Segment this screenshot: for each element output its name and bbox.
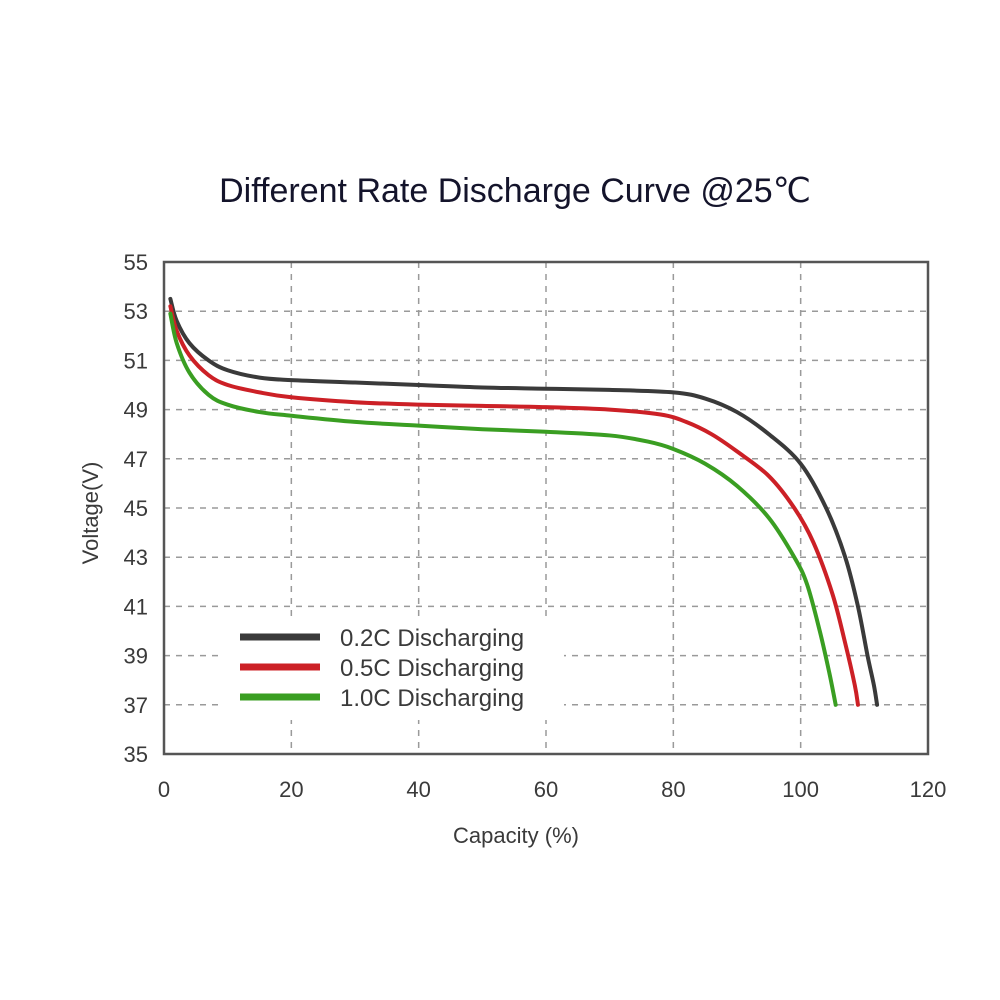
plot-frame [162,260,930,756]
y-axis-label: Voltage(V) [78,462,103,565]
series-line-1 [168,304,860,707]
x-tick-label: 40 [406,777,430,802]
y-tick-label: 53 [124,299,148,324]
y-axis-ticks: 35 37 39 41 43 45 47 49 51 53 55 [124,250,148,767]
legend-label-2: 1.0C Discharging [340,685,524,712]
y-tick-label: 47 [124,447,148,472]
chart-title: Different Rate Discharge Curve @25℃ [219,172,811,210]
series-lines [168,296,880,707]
legend-label-0: 0.2C Discharging [340,625,524,652]
x-axis-label: Capacity (%) [453,823,579,848]
series-line-0 [168,296,880,707]
x-tick-label: 0 [158,777,170,802]
x-tick-label: 120 [910,777,947,802]
y-tick-label: 51 [124,348,148,373]
x-tick-label: 20 [279,777,303,802]
series-line-2 [168,311,838,707]
legend: 0.2C Discharging 0.5C Discharging 1.0C Dis… [224,620,564,720]
x-axis-ticks: 0 20 40 60 80 100 120 [158,777,946,802]
y-tick-label: 49 [124,398,148,423]
y-tick-label: 55 [124,250,148,275]
y-tick-label: 35 [124,742,148,767]
x-tick-label: 100 [782,777,819,802]
y-tick-label: 43 [124,545,148,570]
y-tick-label: 39 [124,644,148,669]
y-tick-label: 45 [124,496,148,521]
y-tick-label: 41 [124,594,148,619]
legend-label-1: 0.5C Discharging [340,655,524,682]
x-tick-label: 60 [534,777,558,802]
y-tick-label: 37 [124,693,148,718]
x-tick-label: 80 [661,777,685,802]
